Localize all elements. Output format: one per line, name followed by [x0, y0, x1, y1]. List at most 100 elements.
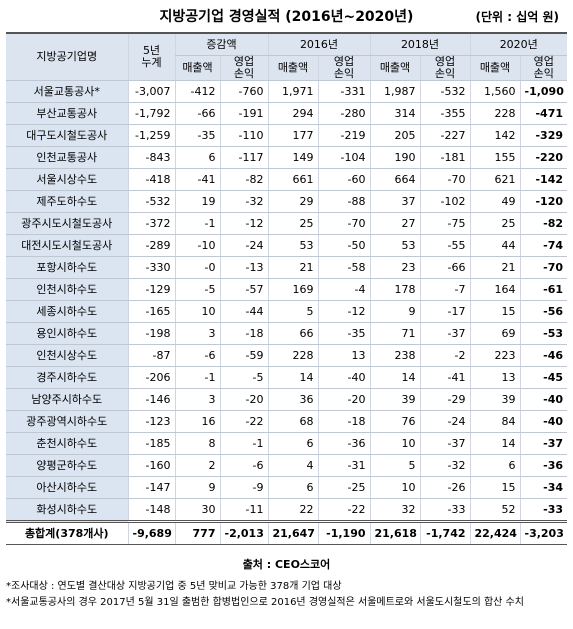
table-cell: 169: [267, 278, 318, 301]
table-cell: -329: [519, 124, 567, 147]
table-cell: -70: [317, 212, 370, 235]
unit: (단위 : 십억 원): [475, 10, 559, 24]
table-cell: 5: [267, 300, 318, 323]
table-cell: -66: [174, 102, 220, 125]
table-cell: 3: [174, 388, 220, 411]
table-cell: -471: [519, 102, 567, 125]
header-cell: 2018년: [369, 32, 470, 56]
table-cell: -148: [127, 498, 175, 522]
table-body: 서울교통공사* -3,007 -412 -760 1,971 -331 1,987 -532 1…: [6, 80, 567, 545]
table-cell: -6: [174, 344, 220, 367]
table-cell: -36: [317, 432, 370, 455]
table-cell: 69: [469, 322, 520, 345]
table-cell: 25: [267, 212, 318, 235]
header-row: 지방공기업명 5년 누계 증감액 2016년 2018년 2020년: [6, 32, 567, 81]
table-cell: -146: [127, 388, 175, 411]
table-cell: -13: [219, 256, 268, 279]
table-cell: -142: [519, 168, 567, 191]
table-cell: 6: [469, 454, 520, 477]
header-cell: 영업 손익: [419, 55, 470, 81]
header-cell: 영업 손익: [219, 55, 268, 81]
table-cell: 4: [267, 454, 318, 477]
table-cell: 223: [469, 344, 520, 367]
table-cell: -82: [519, 212, 567, 235]
company-name: 서울시상수도: [6, 168, 128, 191]
table-cell: -110: [219, 124, 268, 147]
table-cell: 8: [174, 432, 220, 455]
table-row: 광주시도시철도공사 -372 -1 -12 25 -70 27 -75 25 -82: [6, 212, 567, 235]
table-cell: -220: [519, 146, 567, 169]
table-cell: -330: [127, 256, 175, 279]
table-cell: -57: [219, 278, 268, 301]
header-cell: 영업 손익: [317, 55, 370, 81]
total-cell: -1,190: [317, 520, 370, 545]
table-cell: -227: [419, 124, 470, 147]
table-cell: -206: [127, 366, 175, 389]
table-cell: -53: [519, 322, 567, 345]
total-row: 총합계(378개사) -9,689 777 -2,013 21,647 -1,190 21,…: [6, 520, 567, 545]
table-cell: -32: [219, 190, 268, 213]
table-cell: -9: [219, 476, 268, 499]
table-cell: 228: [267, 344, 318, 367]
table-cell: -12: [317, 300, 370, 323]
table-cell: -40: [519, 388, 567, 411]
title: 지방공기업 경영실적 (2016년~2020년): [159, 9, 414, 25]
table-cell: -104: [317, 146, 370, 169]
table-cell: -120: [519, 190, 567, 213]
table-cell: 39: [369, 388, 420, 411]
table-cell: 53: [267, 234, 318, 257]
table-cell: -3,007: [127, 80, 175, 103]
total-cell: 777: [174, 520, 220, 545]
table-cell: -75: [419, 212, 470, 235]
table-cell: 14: [267, 366, 318, 389]
total-cell: -2,013: [219, 520, 268, 545]
company-name: 인천시상수도: [6, 344, 128, 367]
table-cell: -31: [317, 454, 370, 477]
table-cell: 10: [369, 476, 420, 499]
table-cell: -70: [419, 168, 470, 191]
table-cell: 30: [174, 498, 220, 522]
table-cell: 32: [369, 498, 420, 522]
table-cell: -25: [317, 476, 370, 499]
table-cell: -6: [219, 454, 268, 477]
table-cell: -0: [174, 256, 220, 279]
table-cell: 44: [469, 234, 520, 257]
company-name: 광주시도시철도공사: [6, 212, 128, 235]
table-cell: -35: [317, 322, 370, 345]
table-cell: -532: [419, 80, 470, 103]
table-cell: -1,259: [127, 124, 175, 147]
table-cell: -44: [219, 300, 268, 323]
table-cell: -29: [419, 388, 470, 411]
company-name: 양평군하수도: [6, 454, 128, 477]
table-cell: -1: [174, 212, 220, 235]
header-cell: 5년 누계: [127, 32, 175, 81]
table-cell: 190: [369, 146, 420, 169]
table-cell: -5: [219, 366, 268, 389]
table-row: 춘천시하수도 -185 8 -1 6 -36 10 -37 14 -37: [6, 432, 567, 455]
company-name: 제주도하수도: [6, 190, 128, 213]
table-cell: 19: [174, 190, 220, 213]
table-cell: 22: [267, 498, 318, 522]
table-cell: -1: [219, 432, 268, 455]
table-cell: 177: [267, 124, 318, 147]
table-cell: -50: [317, 234, 370, 257]
table-cell: -41: [174, 168, 220, 191]
table-cell: -117: [219, 146, 268, 169]
table-cell: 3: [174, 322, 220, 345]
table-cell: 9: [369, 300, 420, 323]
table-cell: -129: [127, 278, 175, 301]
header-cell: 2016년: [267, 32, 370, 56]
table-cell: -7: [419, 278, 470, 301]
table-cell: 9: [174, 476, 220, 499]
header-cell: 매출액: [369, 55, 420, 81]
table-cell: 664: [369, 168, 420, 191]
table-row: 부산교통공사 -1,792 -66 -191 294 -280 314 -355 228 -471: [6, 102, 567, 125]
note: *서울교통공사의 경우 2017년 5월 31일 출범한 합병법인으로 2016…: [6, 597, 524, 608]
total-cell: 21,618: [369, 520, 420, 545]
header-cell: 영업 손익: [519, 55, 567, 81]
table-cell: -12: [219, 212, 268, 235]
table-cell: 21: [469, 256, 520, 279]
table-cell: 71: [369, 322, 420, 345]
table-cell: 294: [267, 102, 318, 125]
table-row: 제주도하수도 -532 19 -32 29 -88 37 -102 49 -120: [6, 190, 567, 213]
